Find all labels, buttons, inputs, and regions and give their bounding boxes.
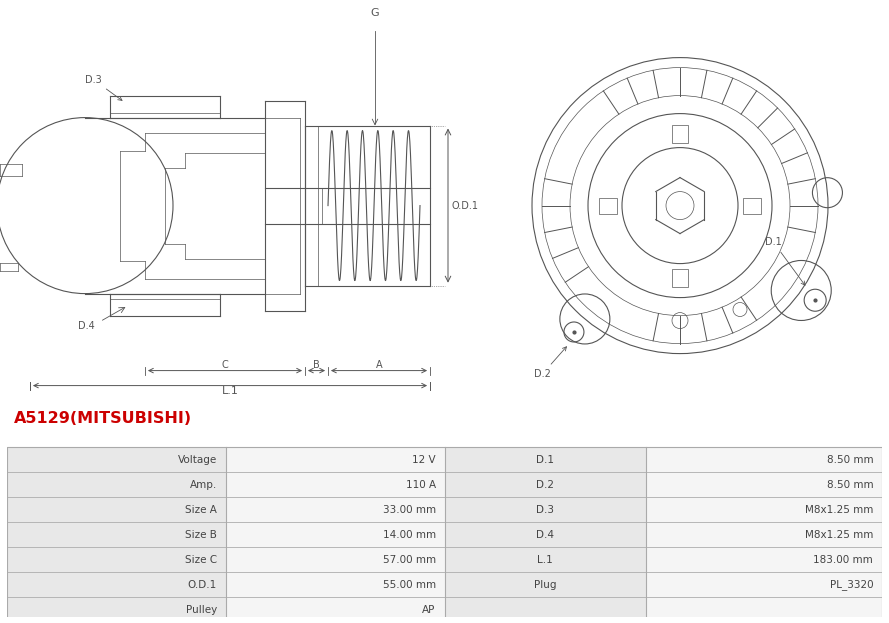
Text: 33.00 mm: 33.00 mm [382, 505, 436, 515]
Bar [7, 472, 226, 497]
Bar [7, 522, 226, 547]
Text: D.1: D.1 [536, 455, 554, 465]
Text: AP: AP [422, 605, 436, 615]
Text: Size A: Size A [185, 505, 217, 515]
Text: A: A [376, 359, 382, 369]
Text: 57.00 mm: 57.00 mm [382, 555, 436, 565]
Bar [645, 547, 882, 573]
Text: M8x1.25 mm: M8x1.25 mm [805, 505, 873, 515]
Text: PL_3320: PL_3320 [829, 579, 873, 590]
Bar [7, 447, 226, 472]
Text: 110 A: 110 A [405, 480, 436, 490]
Text: B: B [313, 359, 319, 369]
Bar [645, 497, 882, 522]
Text: Size B: Size B [185, 530, 217, 540]
Text: 8.50 mm: 8.50 mm [827, 455, 873, 465]
Bar [444, 597, 645, 622]
Bar [444, 573, 645, 597]
Text: L.1: L.1 [537, 555, 553, 565]
Text: 183.00 mm: 183.00 mm [813, 555, 873, 565]
Bar [7, 497, 226, 522]
Bar [444, 447, 645, 472]
Bar [226, 447, 444, 472]
Text: Voltage: Voltage [178, 455, 217, 465]
Bar [7, 573, 226, 597]
Bar [226, 497, 444, 522]
Text: 8.50 mm: 8.50 mm [827, 480, 873, 490]
Bar [226, 547, 444, 573]
Text: D.2: D.2 [534, 347, 566, 379]
Text: D.4: D.4 [536, 530, 554, 540]
Text: Plug: Plug [534, 580, 557, 590]
Bar [7, 547, 226, 573]
Bar [226, 472, 444, 497]
Text: O.D.1: O.D.1 [451, 201, 478, 211]
Bar [645, 472, 882, 497]
Bar [226, 597, 444, 622]
Text: L.1: L.1 [221, 386, 238, 396]
Text: D.3: D.3 [536, 505, 554, 515]
Bar [226, 522, 444, 547]
Bar [645, 573, 882, 597]
Text: Size C: Size C [185, 555, 217, 565]
Text: Amp.: Amp. [190, 480, 217, 490]
Bar [226, 573, 444, 597]
Bar [444, 497, 645, 522]
Bar [444, 472, 645, 497]
Bar [7, 447, 882, 622]
Bar [645, 597, 882, 622]
Text: D.1: D.1 [765, 237, 805, 285]
Bar [444, 547, 645, 573]
Text: M8x1.25 mm: M8x1.25 mm [805, 530, 873, 540]
Text: C: C [221, 359, 228, 369]
Text: 12 V: 12 V [412, 455, 436, 465]
Text: 55.00 mm: 55.00 mm [382, 580, 436, 590]
Text: 14.00 mm: 14.00 mm [382, 530, 436, 540]
Bar [7, 597, 226, 622]
Text: D.4: D.4 [78, 321, 95, 331]
Text: Pulley: Pulley [186, 605, 217, 615]
Text: G: G [371, 7, 380, 17]
Text: A5129(MITSUBISHI): A5129(MITSUBISHI) [14, 411, 192, 426]
Text: D.3: D.3 [85, 75, 122, 100]
Text: D.2: D.2 [536, 480, 554, 490]
Text: O.D.1: O.D.1 [188, 580, 217, 590]
Bar [645, 522, 882, 547]
Bar [645, 447, 882, 472]
Bar [444, 522, 645, 547]
